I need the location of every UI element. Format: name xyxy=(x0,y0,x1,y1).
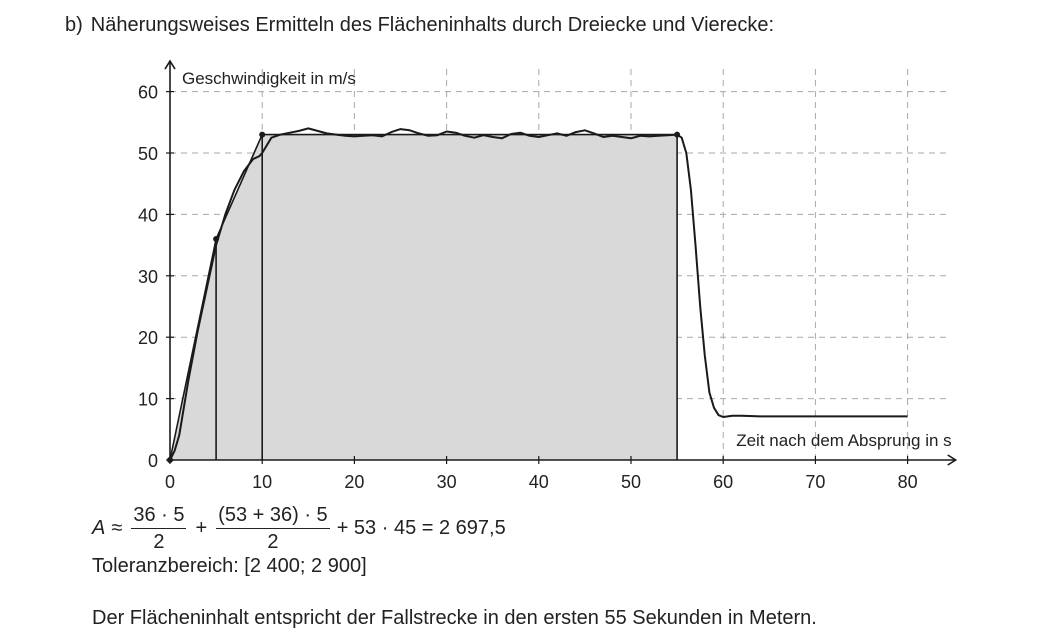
approximation-point-2 xyxy=(259,131,266,138)
approximation-edge-0 xyxy=(169,238,217,461)
y-axis-label: Geschwindigkeit in m/s xyxy=(182,69,356,88)
x-tick-label-70: 70 xyxy=(805,472,825,492)
approximation-point-1 xyxy=(213,235,220,242)
x-tick-label-30: 30 xyxy=(437,472,457,492)
y-tick-label-0: 0 xyxy=(148,451,158,471)
chart-axes xyxy=(164,59,958,466)
x-tick-label-10: 10 xyxy=(252,472,272,492)
x-tick-label-50: 50 xyxy=(621,472,641,492)
y-tick-label-40: 40 xyxy=(138,205,158,225)
task-heading: b) Näherungsweises Ermitteln des Flächeni… xyxy=(65,14,774,37)
formula-approx-sign: ≈ xyxy=(111,517,123,539)
velocity-curve xyxy=(167,127,908,463)
formula-tail: + 53 · 45 = 2 697,5 xyxy=(336,517,506,539)
approximation-point-0 xyxy=(167,457,173,463)
conclusion-text: Der Flächeninhalt entspricht der Fallstr… xyxy=(92,607,817,629)
x-tick-label-80: 80 xyxy=(898,472,918,492)
y-tick-label-30: 30 xyxy=(138,267,158,287)
fraction-trapezoid: (53 + 36) · 5 2 xyxy=(216,503,330,554)
y-tick-label-50: 50 xyxy=(138,144,158,164)
approximation-area xyxy=(169,133,678,461)
fraction-triangle: 36 · 5 2 xyxy=(131,503,187,554)
x-tick-label-40: 40 xyxy=(529,472,549,492)
velocity-chart: 0 10 20 30 40 50 60 70 80 0 10 20 30 40 50 60 Geschwindi… xyxy=(138,59,958,492)
x-axis-arrow xyxy=(947,454,958,466)
fraction-trapezoid-denominator: 2 xyxy=(267,531,279,553)
fraction-trapezoid-numerator: (53 + 36) · 5 xyxy=(216,503,330,529)
formula-variable: A xyxy=(92,517,106,539)
approximation-point-3 xyxy=(674,131,681,138)
fraction-triangle-denominator: 2 xyxy=(153,531,165,553)
fraction-triangle-numerator: 36 · 5 xyxy=(131,503,187,529)
x-tick-label-20: 20 xyxy=(344,472,364,492)
formula-plus: + xyxy=(195,517,208,539)
y-axis-arrow xyxy=(164,59,176,70)
y-tick-label-60: 60 xyxy=(138,83,158,103)
velocity-line xyxy=(169,127,908,461)
chart-labels: 0 10 20 30 40 50 60 70 80 0 10 20 30 40 50 60 Geschwindi… xyxy=(138,69,952,492)
tolerance-range: Toleranzbereich: [2 400; 2 900] xyxy=(92,555,367,577)
task-title: Näherungsweises Ermitteln des Flächeninh… xyxy=(90,14,775,36)
approximation-polygon xyxy=(170,134,678,460)
x-tick-label-60: 60 xyxy=(713,472,733,492)
x-tick-label-0: 0 xyxy=(165,472,175,492)
x-axis-label: Zeit nach dem Absprung in s xyxy=(736,431,951,450)
y-tick-label-10: 10 xyxy=(138,390,158,410)
area-formula: A ≈ 36 · 5 2 + (53 + 36) · 5 2 + 53 · 45… xyxy=(92,503,506,554)
task-label: b) xyxy=(65,14,83,36)
y-tick-label-20: 20 xyxy=(138,328,158,348)
